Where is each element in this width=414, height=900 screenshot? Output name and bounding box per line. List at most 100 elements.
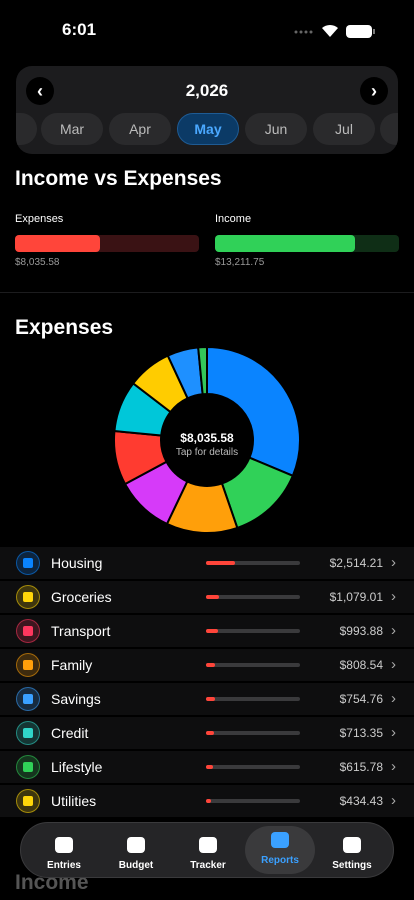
category-amount: $2,514.21: [329, 556, 383, 570]
progress-track: [206, 561, 300, 565]
chevron: ›: [391, 656, 396, 673]
tab[interactable]: Settings: [317, 823, 387, 879]
progress-bar: [206, 799, 212, 803]
category-icon: [16, 619, 40, 643]
tab-icon: [127, 837, 145, 853]
progress-track: [206, 697, 300, 701]
divider: [0, 292, 414, 293]
category-amount: $993.88: [339, 624, 383, 638]
tab-label: Tracker: [190, 860, 226, 871]
prev-year[interactable]: ‹: [26, 77, 54, 105]
tab-icon-shape: [199, 837, 217, 853]
category-icon: [16, 585, 40, 609]
category-name: Savings: [51, 691, 101, 707]
year: 2,026: [185, 81, 229, 100]
donut-chart[interactable]: [107, 340, 307, 540]
month-pill[interactable]: Jun: [245, 113, 307, 145]
progress-track: [206, 799, 300, 803]
tab-icon-shape: [127, 837, 145, 853]
month-pill[interactable]: [16, 113, 37, 145]
month-pill[interactable]: May: [177, 113, 239, 145]
tab-icon: [55, 837, 73, 853]
category-amount: $713.35: [339, 726, 383, 740]
month-pill[interactable]: Mar: [41, 113, 103, 145]
category-name: Housing: [51, 555, 103, 571]
category-name: Transport: [51, 623, 111, 639]
tab[interactable]: Reports: [245, 826, 315, 874]
month-pill[interactable]: Jul: [313, 113, 375, 145]
chevron: ›: [391, 622, 396, 639]
chevron: ›: [391, 690, 396, 707]
tab-label: Settings: [332, 860, 372, 871]
tab[interactable]: Budget: [101, 823, 171, 879]
tab-label: Entries: [47, 860, 81, 871]
tab-icon: [343, 837, 361, 853]
category-amount: $808.54: [339, 658, 383, 672]
chevron: ›: [391, 588, 396, 605]
section-title: Expenses: [15, 316, 114, 339]
category-icon-glyph: [23, 762, 33, 772]
progress-bar: [206, 697, 215, 701]
category-icon: [16, 755, 40, 779]
progress-bar: [206, 663, 216, 667]
category-icon-glyph: [23, 660, 33, 670]
progress-bar: [206, 731, 215, 735]
donut-segment: [206, 345, 301, 478]
month-pill[interactable]: [380, 113, 398, 145]
chevron: ›: [391, 724, 396, 741]
tab-icon-shape: [271, 832, 289, 848]
bar: [215, 235, 355, 252]
progress-track: [206, 629, 300, 633]
donut-total: $8,035.58: [180, 431, 234, 445]
category-name: Lifestyle: [51, 759, 103, 775]
month-pill[interactable]: Apr: [109, 113, 171, 145]
tab[interactable]: Tracker: [173, 823, 243, 879]
progress-track: [206, 731, 300, 735]
month-picker: ‹ 2,026 › Mar Apr May Jun Jul: [16, 66, 398, 154]
chevron: ›: [391, 792, 396, 809]
tab-icon-shape: [55, 837, 73, 853]
category-row[interactable]: Credit $713.35 ›: [0, 717, 414, 749]
category-amount: $434.43: [339, 794, 383, 808]
progress-bar: [206, 561, 236, 565]
category-row[interactable]: Savings $754.76 ›: [0, 683, 414, 715]
chevron: ›: [391, 758, 396, 775]
category-name: Groceries: [51, 589, 112, 605]
category-row[interactable]: Groceries $1,079.01 ›: [0, 581, 414, 613]
progress-track: [206, 765, 300, 769]
bar-label: Income: [215, 213, 252, 225]
status-time: 6:01: [62, 20, 97, 39]
status-icons: [294, 24, 375, 38]
tab-icon-shape: [343, 837, 361, 853]
category-name: Credit: [51, 725, 89, 741]
bar-value: $13,211.75: [215, 257, 265, 268]
tab-label: Reports: [261, 855, 299, 866]
category-name: Utilities: [51, 793, 97, 809]
tab-bar: Entries Budget Tracker Reports Settings: [20, 822, 394, 878]
category-icon-glyph: [23, 592, 33, 602]
category-icon-glyph: [23, 796, 33, 806]
progress-track: [206, 663, 300, 667]
category-icon-glyph: [23, 728, 33, 738]
section-title: Income vs Expenses: [15, 167, 222, 190]
donut-subtitle: Tap for details: [175, 447, 239, 458]
category-icon-glyph: [23, 626, 33, 636]
category-row[interactable]: Transport $993.88 ›: [0, 615, 414, 647]
category-row[interactable]: Utilities $434.43 ›: [0, 785, 414, 817]
category-icon-glyph: [23, 694, 33, 704]
tab[interactable]: Entries: [29, 823, 99, 879]
category-amount: $615.78: [339, 760, 383, 774]
bar-value: $8,035.58: [15, 257, 60, 268]
category-icon-glyph: [23, 558, 33, 568]
next-year[interactable]: ›: [360, 77, 388, 105]
category-row[interactable]: Family $808.54 ›: [0, 649, 414, 681]
progress-bar: [206, 629, 218, 633]
tab-icon: [271, 832, 289, 848]
category-row[interactable]: Housing $2,514.21 ›: [0, 547, 414, 579]
chevron: ›: [391, 554, 396, 571]
donut-segment: [197, 345, 208, 396]
bar-label: Expenses: [15, 213, 64, 225]
progress-bar: [206, 765, 214, 769]
category-row[interactable]: Lifestyle $615.78 ›: [0, 751, 414, 783]
